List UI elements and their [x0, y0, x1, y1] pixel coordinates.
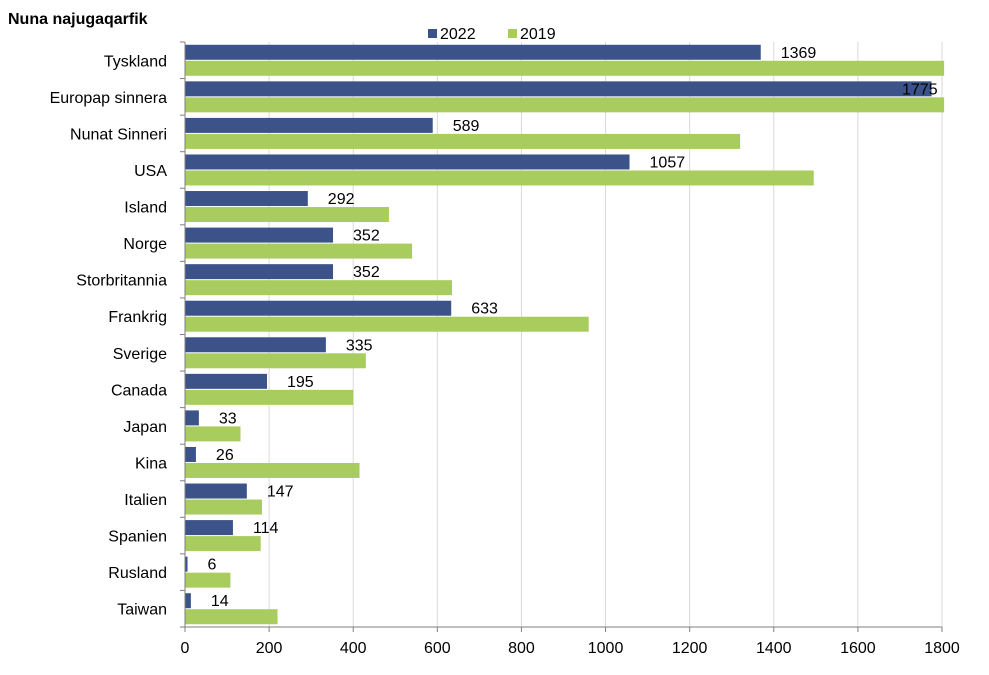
category-label: Nunat Sinneri [70, 126, 167, 143]
bar-2022 [185, 300, 452, 316]
bar-2019 [185, 572, 231, 588]
bar-2022 [185, 410, 199, 426]
x-tick-label: 600 [424, 640, 451, 657]
data-label-2022: 195 [287, 374, 314, 391]
bars [185, 44, 945, 625]
legend-label-2022: 2022 [440, 26, 476, 43]
category-label: Kina [135, 455, 167, 472]
bar-2019 [185, 499, 262, 515]
bar-2019 [185, 207, 389, 223]
data-label-2022: 14 [211, 593, 229, 610]
bar-2022 [185, 44, 761, 60]
x-tick-label: 1200 [672, 640, 708, 657]
bar-2022 [185, 337, 326, 353]
category-label: Rusland [108, 565, 167, 582]
x-tick-label: 1000 [588, 640, 624, 657]
category-label: USA [134, 163, 167, 180]
bar-2022 [185, 264, 334, 280]
bar-2022 [185, 520, 233, 536]
data-label-2022: 6 [208, 557, 217, 574]
data-label-2022: 352 [353, 228, 380, 245]
data-label-2022: 33 [219, 410, 237, 427]
category-label: Spanien [108, 529, 167, 546]
category-label: Japan [123, 419, 167, 436]
bar-2022 [185, 446, 196, 462]
data-label-2022: 1369 [781, 45, 817, 62]
category-label: Taiwan [117, 602, 167, 619]
bar-2019 [185, 316, 589, 332]
bar-2019 [185, 426, 241, 442]
legend-swatch-2022 [428, 29, 437, 38]
category-label: Italien [124, 492, 167, 509]
category-label: Frankrig [108, 309, 167, 326]
bar-2019 [185, 97, 945, 113]
x-tick-label: 400 [340, 640, 367, 657]
bar-2019 [185, 536, 261, 552]
bar-2019 [185, 133, 741, 149]
legend: 2022 2019 [428, 26, 556, 43]
x-axis: 0 200 400 600 800 1000 1200 1400 1600 1800 [181, 627, 960, 657]
bar-2019 [185, 389, 354, 405]
data-label-2022: 335 [346, 337, 373, 354]
bar-2022 [185, 154, 630, 170]
bar-2022 [185, 373, 268, 389]
legend-label-2019: 2019 [520, 26, 556, 43]
data-label-2022: 292 [328, 191, 355, 208]
x-tick-label: 1400 [756, 640, 792, 657]
data-label-2022: 147 [267, 484, 294, 501]
x-tick-label: 1600 [840, 640, 876, 657]
bar-2022 [185, 593, 191, 609]
legend-swatch-2019 [508, 29, 517, 38]
bar-2019 [185, 353, 366, 369]
bar-2022 [185, 191, 308, 207]
data-label-2022: 352 [353, 264, 380, 281]
bar-2019 [185, 280, 453, 296]
data-label-2022: 589 [453, 118, 480, 135]
bar-2022 [185, 117, 433, 133]
x-tick-label: 0 [181, 640, 190, 657]
bar-2022 [185, 483, 247, 499]
x-tick-label: 1800 [924, 640, 960, 657]
bar-2022 [185, 556, 188, 572]
bar-2022 [185, 227, 334, 243]
data-label-2022: 114 [253, 520, 279, 537]
bar-2019 [185, 60, 945, 76]
data-label-2022: 26 [216, 447, 234, 464]
bar-2019 [185, 170, 814, 186]
category-labels: Tyskland Europap sinnera Nunat Sinneri USA I… [50, 41, 185, 628]
x-tick-label: 200 [256, 640, 283, 657]
data-label-2022: 1775 [902, 81, 938, 98]
chart-title: Nuna najugaqarfik [8, 11, 148, 28]
value-labels: 1369 1775 589 1057 292 352 352 633 335 195 33 26 147… [208, 45, 938, 610]
category-label: Norge [123, 236, 167, 253]
bar-2019 [185, 462, 360, 478]
category-label: Island [124, 200, 167, 217]
category-label: Tyskland [104, 53, 167, 70]
category-label: Canada [111, 382, 167, 399]
data-label-2022: 1057 [650, 154, 686, 171]
category-label: Storbritannia [76, 273, 167, 290]
bar-2022 [185, 81, 932, 97]
data-label-2022: 633 [471, 301, 498, 318]
category-label: Sverige [113, 346, 167, 363]
bar-2019 [185, 609, 278, 625]
x-tick-label: 800 [508, 640, 535, 657]
category-label: Europap sinnera [50, 90, 168, 107]
bar-2019 [185, 243, 413, 259]
